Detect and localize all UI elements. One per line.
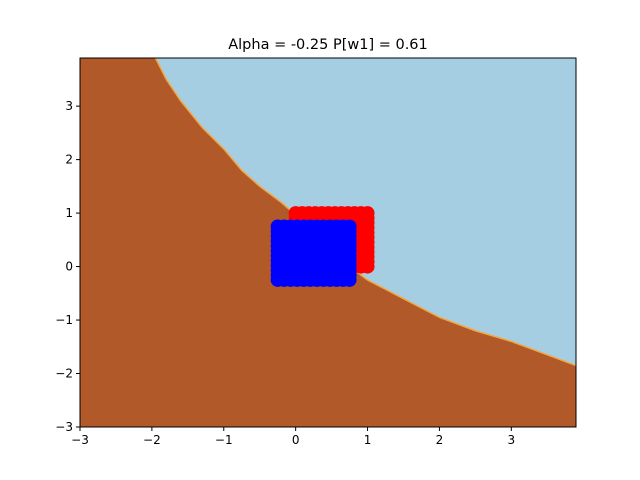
y-tick-label: −2 <box>55 367 73 381</box>
y-axis: −3 −2 −1 0 1 2 3 <box>55 99 80 434</box>
x-tick-label: 3 <box>507 433 515 447</box>
data-point-series-1 <box>342 219 357 234</box>
y-tick-label: −1 <box>55 313 73 327</box>
x-tick-label: −3 <box>71 433 89 447</box>
decision-regions <box>80 58 576 427</box>
chart-title: Alpha = -0.25 P[w1] = 0.61 <box>228 37 428 53</box>
x-tick-label: 1 <box>364 433 372 447</box>
x-tick-label: 0 <box>292 433 300 447</box>
y-tick-label: 2 <box>65 153 73 167</box>
y-tick-label: −3 <box>55 420 73 434</box>
x-tick-label: 2 <box>436 433 444 447</box>
x-tick-label: −2 <box>143 433 161 447</box>
x-tick-label: −1 <box>215 433 233 447</box>
region-lower <box>80 58 576 427</box>
x-axis: −3 −2 −1 0 1 2 3 <box>71 427 515 447</box>
plot-frame <box>79 57 577 428</box>
y-tick-label: 3 <box>65 99 73 113</box>
y-tick-label: 0 <box>65 260 73 274</box>
data-point-series-0 <box>360 206 375 221</box>
y-tick-label: 1 <box>65 206 73 220</box>
scatter-points <box>270 206 375 287</box>
